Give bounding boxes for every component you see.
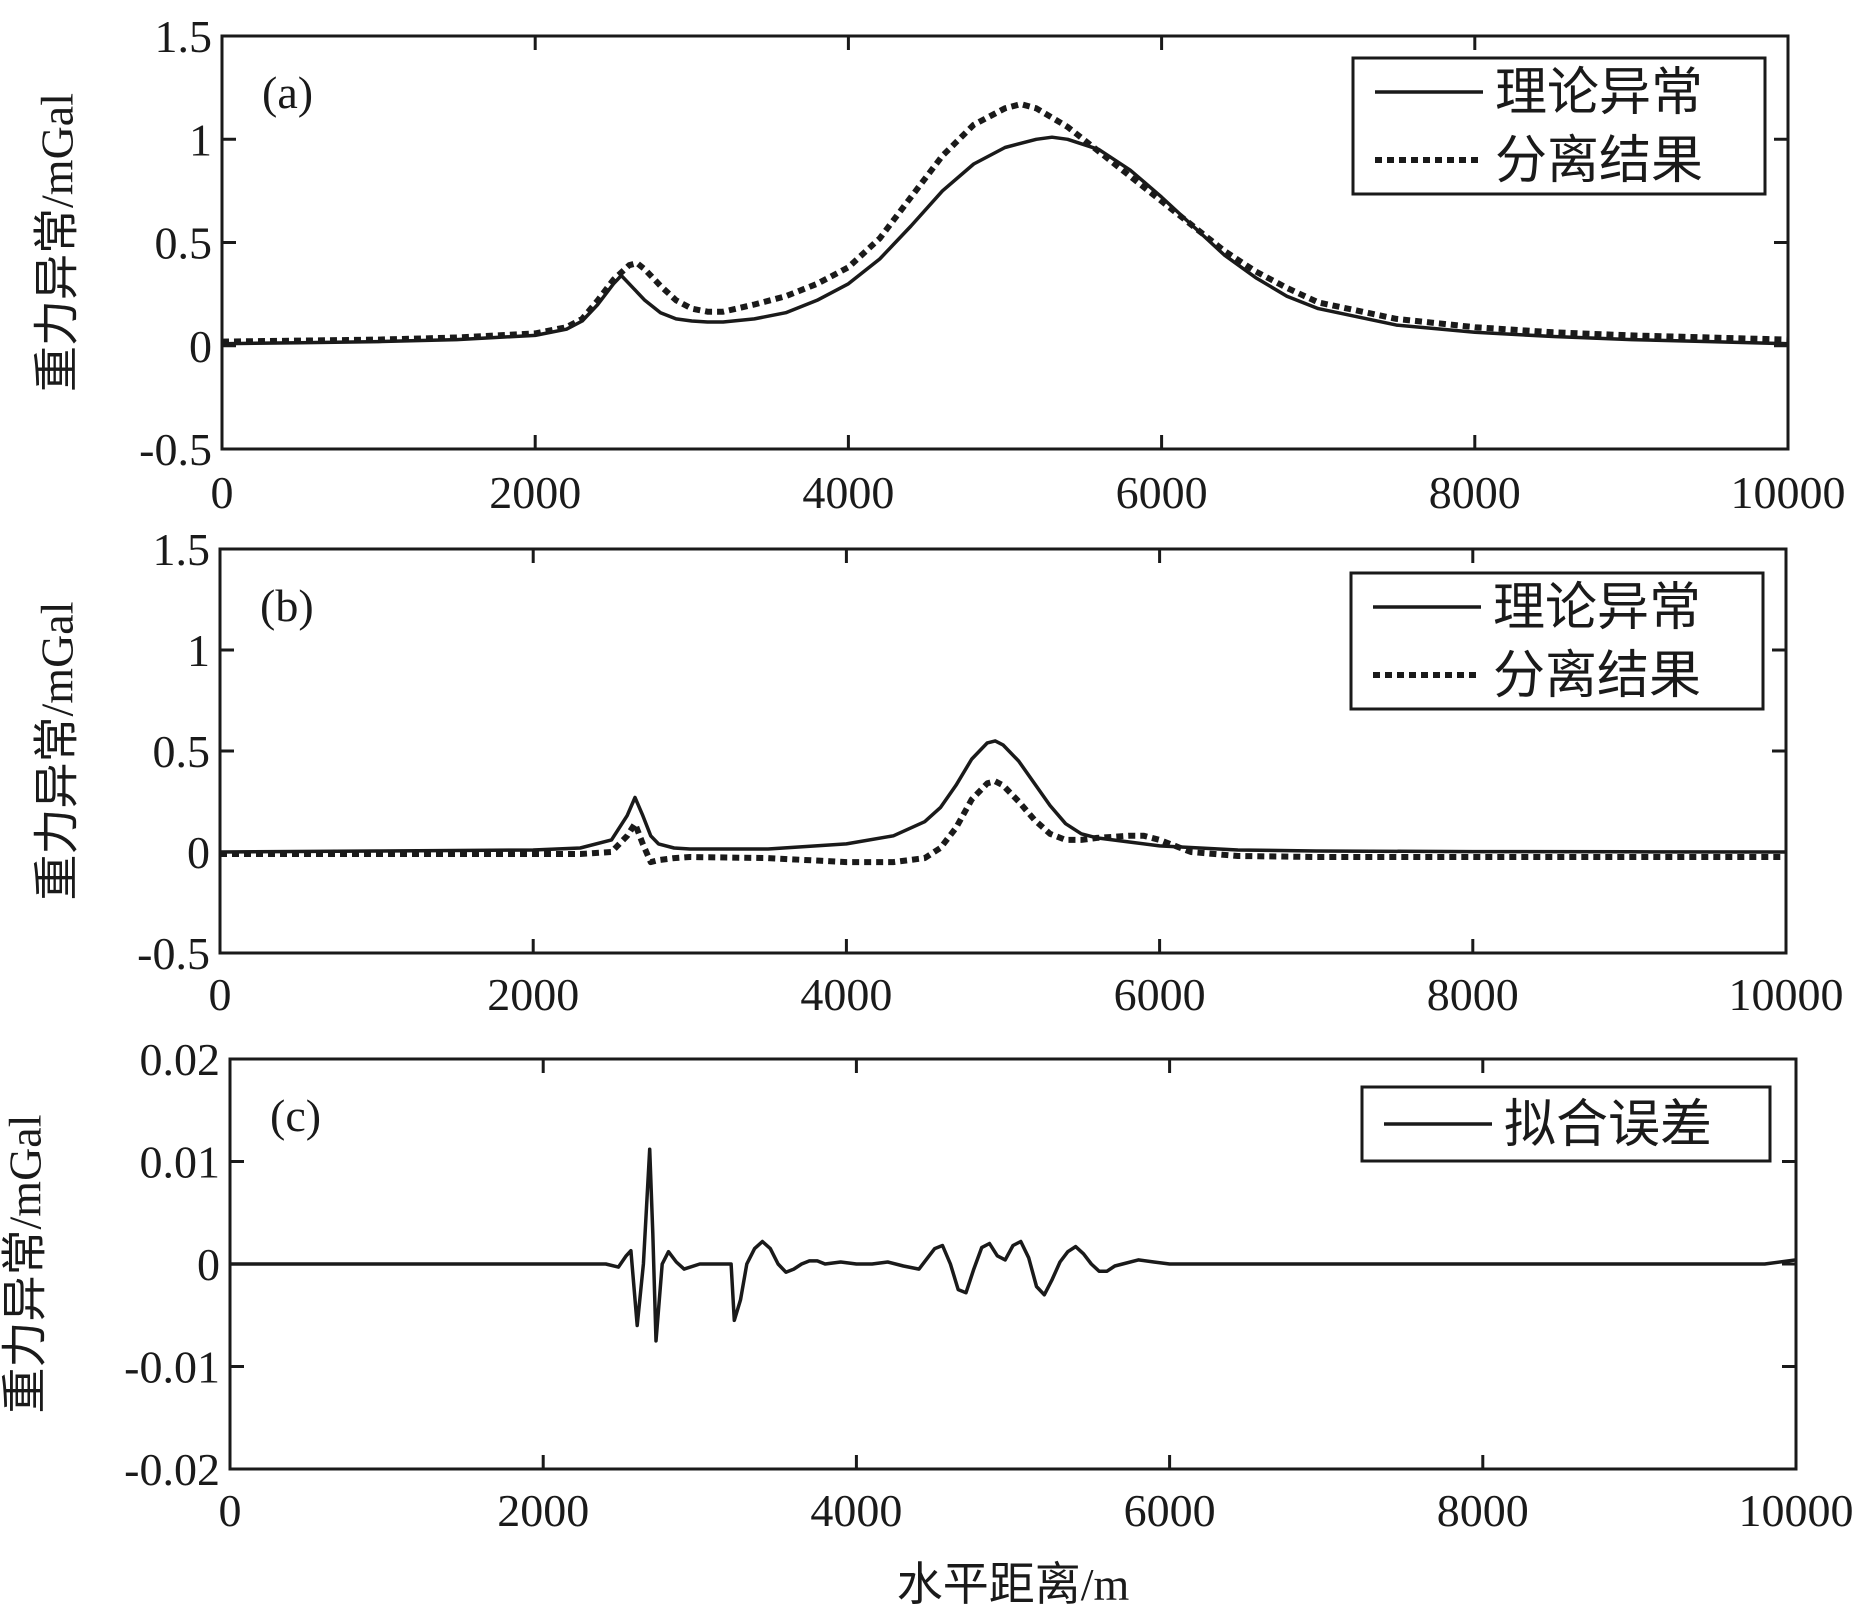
y-tick-label: -0.5 bbox=[139, 424, 212, 475]
y-tick-label: 1.5 bbox=[153, 524, 211, 575]
x-tick-label: 0 bbox=[219, 1485, 242, 1536]
x-tick-label: 2000 bbox=[489, 467, 581, 518]
x-tick-label: 6000 bbox=[1124, 1485, 1216, 1536]
series-line-b-2 bbox=[220, 778, 1786, 866]
y-tick-label: -0.5 bbox=[137, 928, 210, 979]
x-tick-label: 0 bbox=[209, 969, 232, 1020]
x-axis-title: 水平距离/m bbox=[897, 1559, 1130, 1610]
x-tick-label: 6000 bbox=[1114, 969, 1206, 1020]
series-line-c-1 bbox=[230, 1147, 1796, 1343]
x-tick-label: 6000 bbox=[1116, 467, 1208, 518]
y-tick-label: 0.02 bbox=[140, 1034, 221, 1085]
y-tick-label: 0.5 bbox=[155, 218, 213, 269]
x-tick-label: 2000 bbox=[497, 1485, 589, 1536]
panel-a: 0 2000 4000 6000 8000 10000-0.500.511.5重力异常/m… bbox=[32, 11, 1846, 518]
panel-label: (c) bbox=[270, 1090, 321, 1141]
series-line-a-2 bbox=[222, 101, 1788, 345]
panel-c: 0 2000 4000 6000 8000 10000 -0.02 -0.01 0 0.01 0.0… bbox=[0, 1034, 1854, 1610]
legend-box bbox=[1349, 571, 1765, 711]
x-tick-label: 8000 bbox=[1429, 467, 1521, 518]
panel-label: (a) bbox=[262, 67, 313, 118]
y-tick-label: -0.02 bbox=[124, 1444, 220, 1495]
panel-label: (b) bbox=[260, 580, 314, 631]
x-tick-label: 8000 bbox=[1437, 1485, 1529, 1536]
legend-label: 分离结果 bbox=[1493, 648, 1701, 705]
legend-label: 分离结果 bbox=[1495, 133, 1703, 190]
x-tick-label: 10000 bbox=[1731, 467, 1846, 518]
y-tick-label: 0 bbox=[187, 827, 210, 878]
y-tick-label: 1 bbox=[187, 625, 210, 676]
series-line-b-1 bbox=[220, 739, 1786, 854]
x-tick-label: 0 bbox=[211, 467, 234, 518]
x-tick-label: 4000 bbox=[800, 969, 892, 1020]
legend-label: 拟合误差 bbox=[1504, 1097, 1712, 1154]
legend-box bbox=[1351, 56, 1767, 196]
y-tick-label: 1.5 bbox=[155, 11, 213, 62]
panel-b: 0 2000 4000 6000 8000 10000-0.500.511.5重力异常/m… bbox=[32, 524, 1844, 1020]
y-tick-label: 0.01 bbox=[140, 1137, 221, 1188]
y-tick-label: 0 bbox=[189, 321, 212, 372]
y-tick-label: -0.01 bbox=[124, 1342, 220, 1393]
y-axis-title: 重力异常/mGal bbox=[32, 93, 83, 392]
y-tick-label: 0 bbox=[197, 1239, 220, 1290]
y-axis-title: 重力异常/mGal bbox=[32, 602, 83, 901]
legend-label: 理论异常 bbox=[1493, 580, 1701, 637]
legend-label: 理论异常 bbox=[1495, 65, 1703, 122]
x-tick-label: 4000 bbox=[810, 1485, 902, 1536]
y-tick-label: 0.5 bbox=[153, 726, 211, 777]
x-tick-label: 10000 bbox=[1739, 1485, 1854, 1536]
x-tick-label: 4000 bbox=[802, 467, 894, 518]
y-tick-label: 1 bbox=[189, 114, 212, 165]
x-tick-label: 10000 bbox=[1729, 969, 1844, 1020]
legend: 拟合误差 bbox=[1360, 1085, 1772, 1163]
x-tick-label: 8000 bbox=[1427, 969, 1519, 1020]
x-tick-label: 2000 bbox=[487, 969, 579, 1020]
y-axis-title: 重力异常/mGal bbox=[0, 1115, 51, 1414]
